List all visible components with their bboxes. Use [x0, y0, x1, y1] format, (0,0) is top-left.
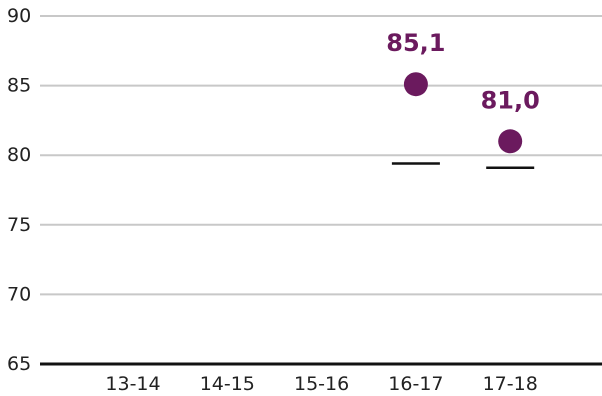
- data-point: [403, 72, 428, 97]
- y-tick-label: 80: [7, 144, 31, 166]
- data-labels: 85,1 81,0: [386, 29, 540, 114]
- x-tick-label: 14-15: [200, 373, 255, 395]
- reference-marks: [391, 162, 535, 169]
- x-tick-label: 15-16: [294, 373, 349, 395]
- y-tick-label: 75: [7, 214, 31, 236]
- x-axis-tick-labels: 13-14 14-15 15-16 16-17 17-18: [105, 373, 537, 395]
- data-label: 85,1: [386, 29, 445, 57]
- x-tick-label: 16-17: [388, 373, 443, 395]
- data-label: 81,0: [481, 86, 540, 114]
- y-axis-tick-labels: 65 70 75 80 85 90: [7, 5, 31, 375]
- x-tick-label: 13-14: [105, 373, 160, 395]
- y-tick-label: 90: [7, 5, 31, 27]
- y-tick-label: 65: [7, 353, 31, 375]
- y-tick-label: 85: [7, 75, 31, 97]
- gridlines: [40, 15, 602, 366]
- y-tick-label: 70: [7, 283, 31, 305]
- data-point: [498, 129, 523, 154]
- data-points: [403, 72, 523, 154]
- x-tick-label: 17-18: [483, 373, 538, 395]
